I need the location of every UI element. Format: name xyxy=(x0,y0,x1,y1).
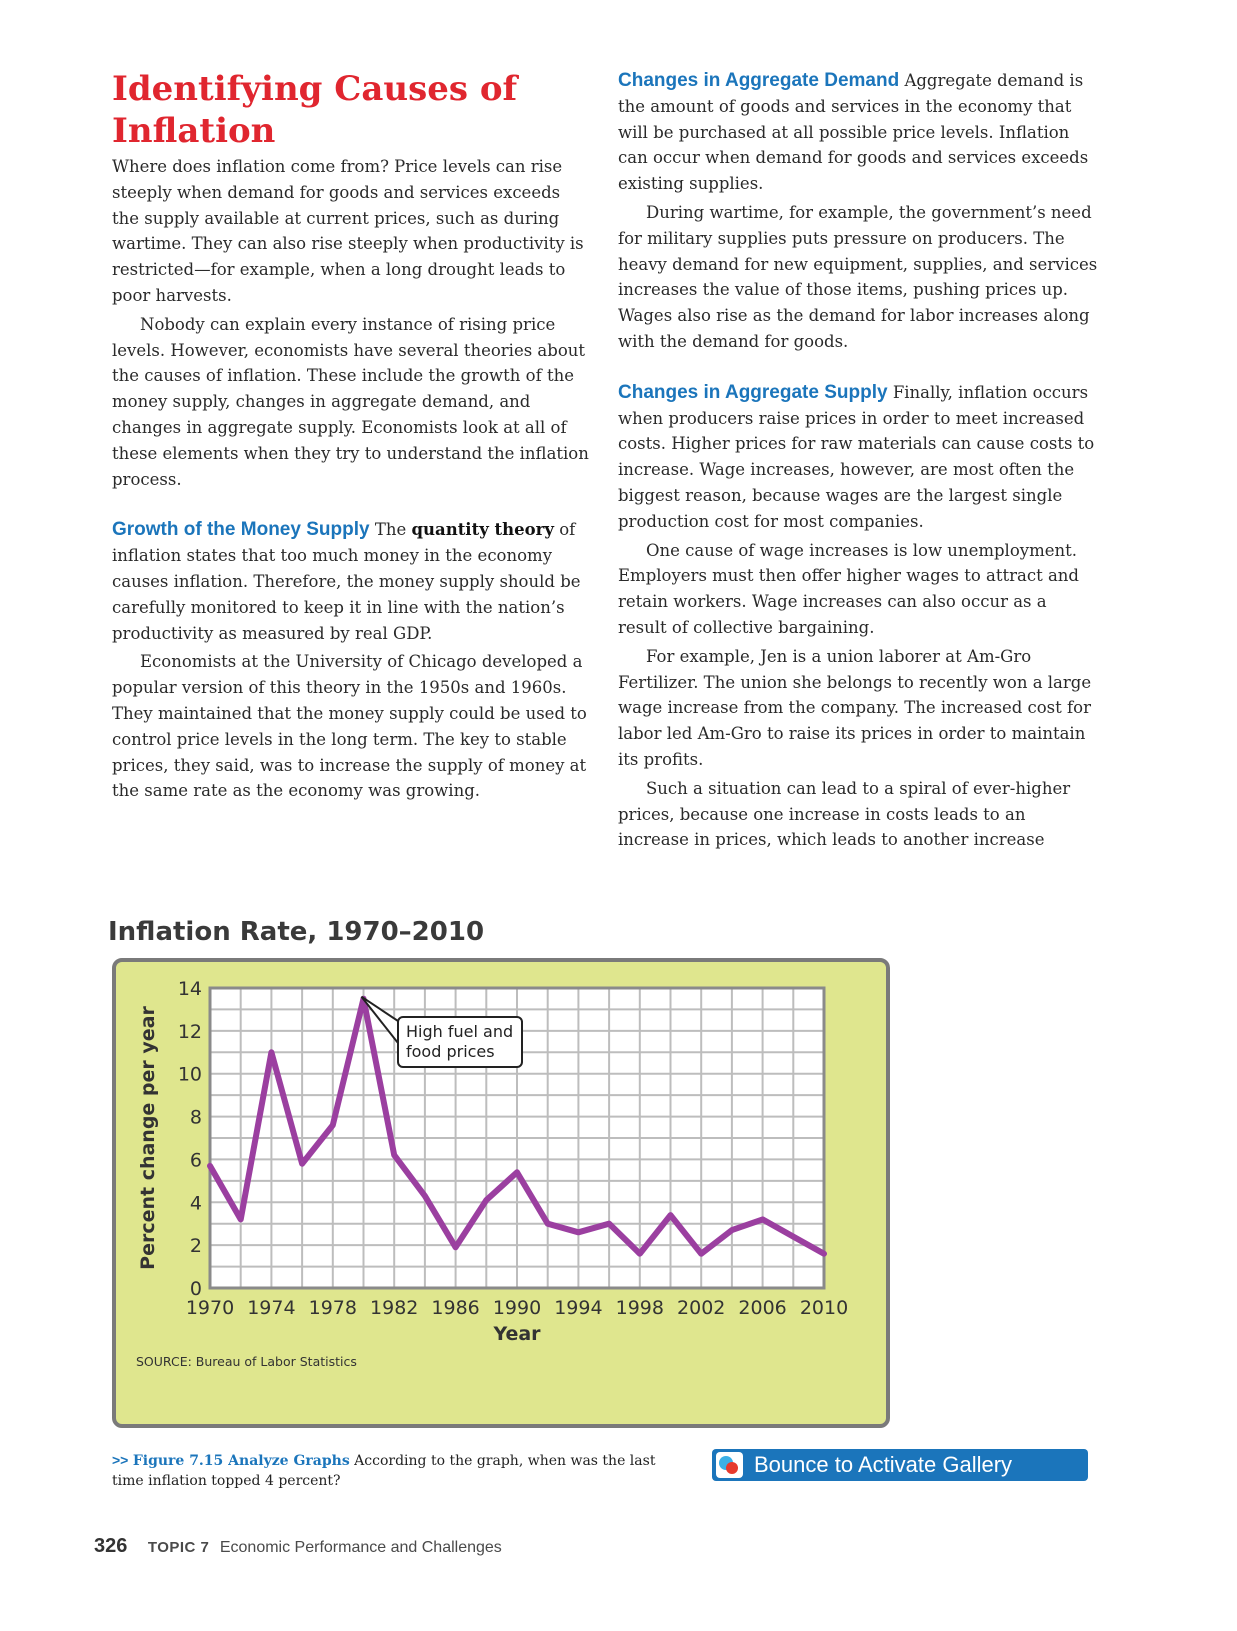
y-tick-label: 10 xyxy=(178,1064,202,1086)
money-supply-paragraph-1: Growth of the Money Supply The quantity … xyxy=(112,519,581,643)
page-footer: 326 TOPIC 7 Economic Performance and Cha… xyxy=(94,1535,502,1558)
section-title: Identifying Causes of Inflation xyxy=(112,69,518,151)
topic-title: Economic Performance and Challenges xyxy=(219,1539,502,1556)
caption-arrow: >> xyxy=(112,1452,129,1468)
supply-paragraph-4: Such a situation can lead to a spiral of… xyxy=(618,778,1071,850)
plot-border xyxy=(208,986,826,1290)
y-tick-label: 4 xyxy=(190,1192,202,1214)
caption-question: According to the graph, when was the las… xyxy=(112,1453,656,1489)
bounce-label: Bounce to Activate Gallery xyxy=(754,1452,1013,1477)
x-tick-label: 2010 xyxy=(800,1297,848,1319)
x-tick-labels: 1970 1974 1978 1982 1986 1990 1994 1998 2002 2006… xyxy=(186,1297,848,1319)
topic-label: TOPIC 7 xyxy=(147,1539,210,1556)
y-tick-label: 12 xyxy=(178,1021,202,1043)
x-tick-label: 1970 xyxy=(186,1297,234,1319)
money-supply-heading: Growth of the Money Supply xyxy=(112,519,370,541)
supply-paragraph-3: For example, Jen is a union laborer at A… xyxy=(618,646,1092,769)
demand-paragraph-1: Changes in Aggregate Demand Aggregate de… xyxy=(618,70,1089,194)
demand-heading: Changes in Aggregate Demand xyxy=(618,70,900,91)
money-supply-paragraph-2: Economists at the University of Chicago … xyxy=(112,652,587,801)
y-tick-label: 0 xyxy=(190,1278,202,1300)
x-tick-label: 2002 xyxy=(677,1297,725,1319)
chart-source: SOURCE: Bureau of Labor Statistics xyxy=(136,1354,357,1369)
key-term-quantity-theory: quantity theory xyxy=(411,520,554,540)
inflation-series-line xyxy=(207,995,827,1257)
annotation-text-line2: food prices xyxy=(406,1042,495,1061)
left-column: Identifying Causes of Inflation Where do… xyxy=(112,68,590,804)
x-tick-label: 1986 xyxy=(431,1297,479,1319)
supply-paragraph-1: Changes in Aggregate Supply Finally, inf… xyxy=(618,381,1095,531)
right-column: Changes in Aggregate Demand Aggregate de… xyxy=(618,68,1098,853)
chart-panel: 0 2 4 6 8 10 12 14 1970 1974 1978 1982 1986 1990 1994… xyxy=(112,958,890,1428)
x-tick-label: 1990 xyxy=(493,1297,541,1319)
y-tick-label: 2 xyxy=(190,1235,202,1257)
annotation-text-line1: High fuel and xyxy=(406,1022,513,1041)
page-number: 326 xyxy=(94,1535,128,1557)
y-tick-label: 8 xyxy=(190,1107,202,1129)
supply-heading: Changes in Aggregate Supply xyxy=(618,381,888,403)
x-tick-label: 1998 xyxy=(616,1297,664,1319)
x-tick-label: 2006 xyxy=(738,1297,786,1319)
inflation-line-chart: 0 2 4 6 8 10 12 14 1970 1974 1978 1982 1986 1990 1994… xyxy=(136,978,848,1369)
callout-box xyxy=(397,1016,523,1068)
y-tick-label: 14 xyxy=(178,978,202,1000)
bounce-logo-icon xyxy=(716,1452,743,1478)
x-tick-label: 1982 xyxy=(370,1297,418,1319)
y-axis-label: Percent change per year xyxy=(137,1006,159,1270)
x-tick-label: 1974 xyxy=(247,1297,295,1319)
bounce-gallery-button[interactable]: Bounce to Activate Gallery xyxy=(712,1449,1088,1481)
callout-pointer xyxy=(360,995,399,1044)
y-tick-label: 6 xyxy=(190,1149,202,1171)
x-axis-label: Year xyxy=(492,1323,541,1345)
x-tick-label: 1994 xyxy=(554,1297,602,1319)
demand-paragraph-2: During wartime, for example, the governm… xyxy=(618,202,1098,351)
x-tick-label: 1978 xyxy=(309,1297,357,1319)
supply-paragraph-2: One cause of wage increases is low unemp… xyxy=(618,540,1079,637)
figure-caption: >> Figure 7.15 Analyze Graphs According … xyxy=(112,1450,672,1491)
figure-label: Figure 7.15 Analyze Graphs xyxy=(132,1453,350,1469)
chart-title: Inflation Rate, 1970–2010 xyxy=(108,917,485,947)
intro-paragraph-1: Where does inflation come from? Price le… xyxy=(112,157,584,305)
y-tick-labels: 0 2 4 6 8 10 12 14 xyxy=(178,978,202,1300)
intro-paragraph-2: Nobody can explain every instance of ris… xyxy=(112,314,589,489)
annotation-callout: High fuel and food prices xyxy=(360,995,523,1068)
